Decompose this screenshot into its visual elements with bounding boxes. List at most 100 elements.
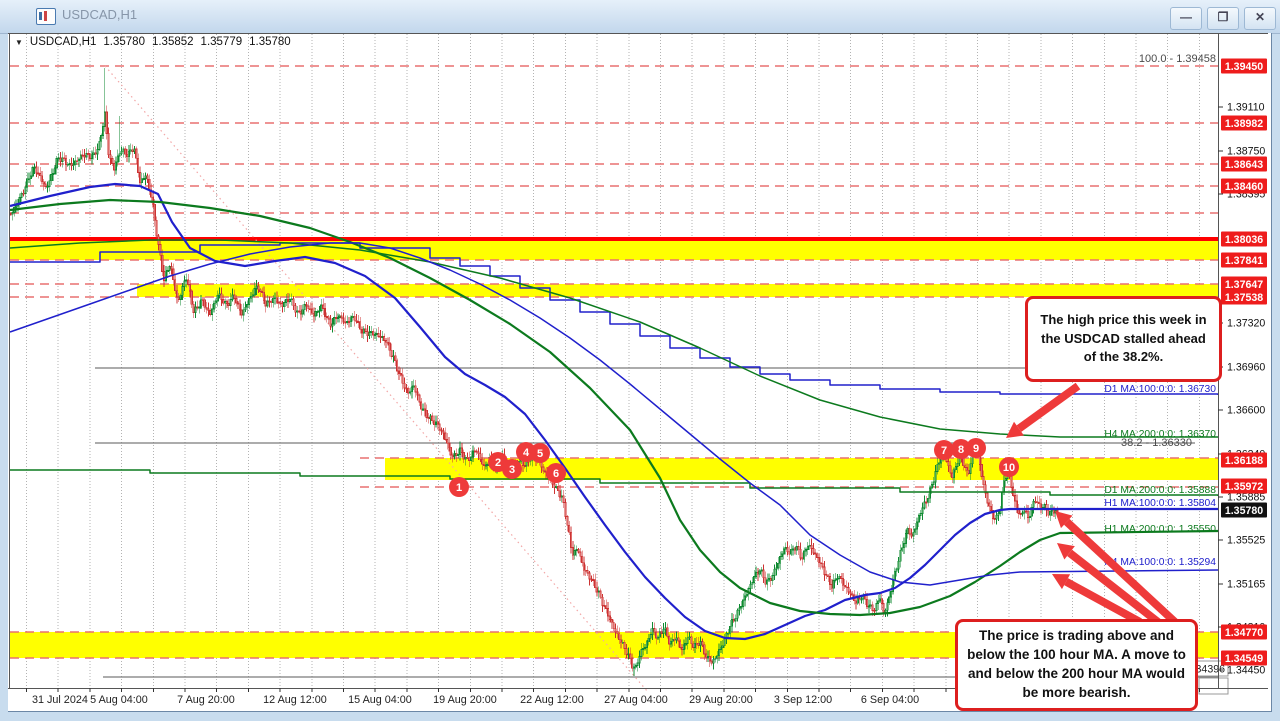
candle-body <box>483 463 486 466</box>
candle-body <box>63 157 66 160</box>
candle-body <box>174 279 177 292</box>
candle-body <box>655 631 658 639</box>
candle-body <box>266 300 269 307</box>
candle-body <box>1028 515 1031 518</box>
candle-body <box>162 271 166 282</box>
candle-body <box>460 447 463 453</box>
time-axis[interactable]: 31 Jul 2024 5 Aug 04:00 7 Aug 20:00 12 Aug … <box>26 688 1200 706</box>
candle-body <box>170 266 173 270</box>
candle-body <box>732 619 735 622</box>
candle-body <box>318 309 321 312</box>
price-tag <box>1221 289 1267 305</box>
candle-body <box>187 279 190 286</box>
candle-body <box>784 547 787 550</box>
candle-body <box>712 658 715 664</box>
candle-body <box>327 316 330 320</box>
candle-body <box>264 300 267 307</box>
window-titlebar[interactable]: USDCAD,H1 — ❐ ✕ <box>0 0 1280 34</box>
candle-body <box>568 524 571 533</box>
price-tag-label: 1.34549 <box>1225 653 1263 665</box>
candle-body <box>338 315 341 318</box>
price-tag <box>1221 252 1267 268</box>
candle-body <box>116 155 119 163</box>
candle-body <box>542 466 545 472</box>
candle-body <box>880 598 883 604</box>
candle-body <box>612 621 615 630</box>
price-axis[interactable]: 1.391101.387501.383951.373201.369601.366… <box>1218 58 1267 677</box>
candle-body <box>198 306 201 309</box>
candle-body <box>1056 510 1059 512</box>
candle-body <box>111 158 114 164</box>
annotation-arrow <box>1067 549 1161 626</box>
price-tick-label: 1.36960 <box>1227 362 1265 374</box>
candle-body <box>458 447 462 456</box>
candle-body <box>980 464 983 477</box>
candle-body <box>425 409 428 419</box>
annotation-arrow-head <box>1055 511 1073 529</box>
candle-body <box>932 481 935 485</box>
candle-body <box>336 317 339 319</box>
candle-body <box>693 642 697 648</box>
candle-body <box>718 649 721 657</box>
close-button[interactable]: ✕ <box>1244 7 1276 30</box>
candle-body <box>651 628 654 635</box>
candle-body <box>353 315 356 321</box>
candle-body <box>775 567 778 570</box>
candle-body <box>666 627 669 637</box>
time-axis-label: 12 Aug 12:00 <box>263 694 327 706</box>
candle-body <box>288 299 291 302</box>
numbered-marker-label: 6 <box>553 468 559 480</box>
candle-body <box>323 308 327 317</box>
candle-body <box>721 645 724 649</box>
candle-body <box>647 637 650 643</box>
candle-body <box>364 328 367 332</box>
price-tag-label: 1.38982 <box>1225 118 1263 130</box>
candle-body <box>22 192 25 195</box>
candle-body <box>786 547 789 553</box>
price-tick-label: 1.35165 <box>1227 579 1265 591</box>
candle-body <box>316 311 319 313</box>
candle-body <box>26 178 29 188</box>
candle-body <box>951 472 954 479</box>
candle-body <box>777 562 780 569</box>
candle-body <box>560 495 563 498</box>
candle-body <box>780 553 783 557</box>
annotation-box-fib[interactable]: The high price this week in the USDCAD s… <box>1025 296 1222 382</box>
candle-body <box>967 469 970 474</box>
chevron-down-icon[interactable]: ▼ <box>15 38 23 47</box>
price-tag-label: 1.34770 <box>1225 627 1263 639</box>
candle-body <box>259 289 262 292</box>
candle-body <box>727 632 730 635</box>
price-tick-label: 1.34450 <box>1227 665 1265 677</box>
candle-body <box>462 452 465 460</box>
candle-body <box>740 606 743 609</box>
candle-body <box>470 456 473 461</box>
candle-body <box>1047 509 1050 516</box>
minimize-button[interactable]: — <box>1170 7 1202 30</box>
candle-body <box>858 597 861 600</box>
candle-body <box>113 163 116 171</box>
candle-body <box>594 579 597 589</box>
maximize-button[interactable]: ❐ <box>1207 7 1239 30</box>
candle-body <box>810 544 813 549</box>
candle-body <box>897 560 900 570</box>
candle-body <box>77 158 81 162</box>
candle-body <box>884 609 887 613</box>
candle-body <box>27 178 31 181</box>
candle-body <box>150 189 153 198</box>
candle-body <box>930 484 933 489</box>
price-tag-label: 1.38643 <box>1225 159 1263 171</box>
candle-body <box>24 186 27 194</box>
candle-body <box>803 550 806 560</box>
price-tag <box>1221 624 1267 640</box>
candle-body <box>969 463 972 474</box>
candle-body <box>797 546 800 550</box>
price-tag-label: 1.37647 <box>1225 279 1263 291</box>
candle-body <box>553 483 556 488</box>
candle-body <box>433 420 436 426</box>
candle-body <box>244 306 247 311</box>
candle-body <box>377 332 380 337</box>
candle-body <box>1045 504 1048 511</box>
candle-body <box>801 557 804 560</box>
annotation-box-ma[interactable]: The price is trading above and below the… <box>955 619 1198 711</box>
